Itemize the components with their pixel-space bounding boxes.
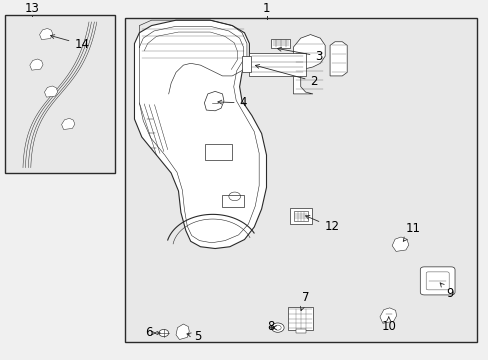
FancyBboxPatch shape: [426, 272, 448, 290]
Polygon shape: [61, 118, 75, 130]
Text: 6: 6: [145, 326, 153, 339]
Text: 5: 5: [186, 330, 202, 343]
Text: 14: 14: [50, 35, 89, 51]
Bar: [5, 15, 115, 173]
Text: 13: 13: [24, 2, 39, 15]
Text: 7: 7: [300, 291, 309, 311]
Polygon shape: [293, 35, 325, 94]
Polygon shape: [176, 324, 189, 339]
Polygon shape: [40, 28, 53, 40]
Bar: [287, 307, 313, 330]
Polygon shape: [30, 59, 43, 70]
Bar: [295, 329, 305, 333]
Text: 11: 11: [403, 222, 420, 241]
Bar: [289, 208, 311, 224]
Circle shape: [271, 323, 284, 332]
Bar: [293, 211, 307, 221]
Polygon shape: [379, 308, 396, 323]
Polygon shape: [391, 237, 408, 251]
Text: 10: 10: [381, 317, 395, 333]
Circle shape: [159, 329, 168, 337]
Text: 9: 9: [439, 283, 452, 300]
Text: 12: 12: [305, 216, 339, 233]
Bar: [222, 195, 244, 207]
Polygon shape: [44, 86, 58, 97]
Text: 1: 1: [262, 2, 270, 15]
Polygon shape: [329, 42, 346, 76]
Bar: [271, 39, 289, 48]
Circle shape: [274, 325, 281, 330]
Bar: [205, 144, 232, 161]
Text: 2: 2: [255, 64, 317, 88]
Bar: [242, 56, 250, 72]
Text: 3: 3: [277, 47, 322, 63]
Polygon shape: [204, 91, 224, 111]
Bar: [249, 53, 305, 76]
FancyBboxPatch shape: [419, 267, 454, 295]
Bar: [124, 18, 476, 342]
Text: 4: 4: [218, 96, 246, 109]
Polygon shape: [134, 20, 266, 248]
Text: 8: 8: [267, 320, 275, 333]
